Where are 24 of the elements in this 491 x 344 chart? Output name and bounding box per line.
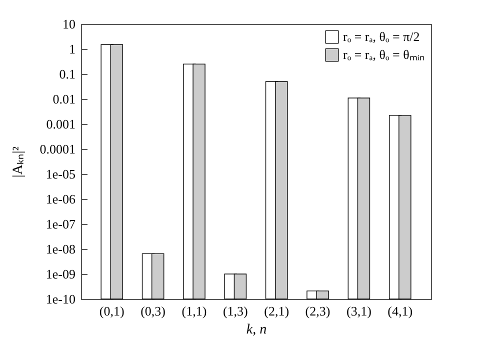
x-tick-label: (0,3)	[140, 304, 166, 318]
x-tick-label: (0,1)	[99, 304, 124, 318]
x-tick-label: (4,1)	[388, 304, 413, 318]
x-tick-label: (3,1)	[346, 304, 372, 318]
x-tick-label: (2,1)	[264, 304, 290, 318]
y-tick-label: 0.01	[52, 92, 76, 106]
legend-label: rₒ = rₐ, θₒ = π/2	[343, 29, 420, 44]
y-tick-label: 10	[62, 16, 76, 32]
x-tick-label: (2,3)	[305, 304, 330, 318]
x-axis-title: k, n	[246, 322, 267, 338]
y-tick-label: 1e-07	[46, 216, 76, 232]
legend-label: rₒ = rₐ, θₒ = θₘᵢₙ	[343, 47, 424, 62]
y-tick-label: 1e-05	[46, 166, 76, 182]
y-tick-label: 1e-09	[46, 266, 76, 282]
y-tick-label: 1e-10	[46, 292, 76, 306]
x-tick-label: (1,3)	[222, 304, 248, 318]
y-axis-title: |Aₖₙ|²	[10, 146, 26, 178]
y-tick-label: 0.1	[59, 66, 76, 82]
y-tick-label: 1	[69, 42, 76, 56]
y-tick-label: 0.0001	[40, 142, 76, 156]
y-tick-label: 1e-08	[46, 242, 76, 256]
y-tick-label: 1e-06	[46, 192, 76, 206]
y-tick-label: 0.001	[46, 116, 76, 132]
x-tick-label: (1,1)	[182, 304, 207, 318]
